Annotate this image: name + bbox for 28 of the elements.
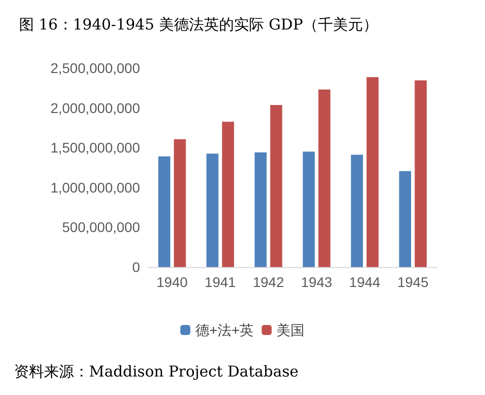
y-tick-label: 2,000,000,000 [50, 100, 140, 116]
bar [399, 171, 412, 267]
y-tick-label: 1,000,000,000 [50, 179, 140, 196]
x-tick-label: 1945 [397, 274, 429, 290]
legend-label: 德+法+英 [195, 322, 254, 338]
bar [270, 105, 282, 267]
bar [350, 154, 363, 267]
bar [254, 152, 267, 267]
x-tick-label: 1944 [349, 274, 381, 290]
x-tick-label: 1940 [156, 274, 188, 290]
bar [302, 152, 315, 267]
y-tick-label: 500,000,000 [62, 219, 140, 236]
text: 资料来源：Maddison Project Database [14, 362, 299, 380]
bar [318, 89, 330, 267]
legend-label: 美国 [276, 322, 305, 338]
y-tick-label: 0 [132, 259, 140, 275]
bar [174, 139, 186, 267]
bar [366, 77, 379, 267]
y-tick-label: 1,500,000,000 [50, 140, 140, 156]
bar [206, 154, 218, 267]
bar [414, 80, 427, 267]
y-tick-label: 2,500,000,000 [50, 60, 140, 76]
x-tick-label: 1942 [252, 274, 284, 290]
x-tick-label: 1941 [204, 274, 236, 290]
x-tick-label: 1943 [301, 274, 332, 290]
chart-title: 图 16：1940-1945 美德法英的实际 GDP（千美元） [19, 16, 378, 34]
bar [158, 156, 170, 267]
bar [222, 122, 234, 267]
